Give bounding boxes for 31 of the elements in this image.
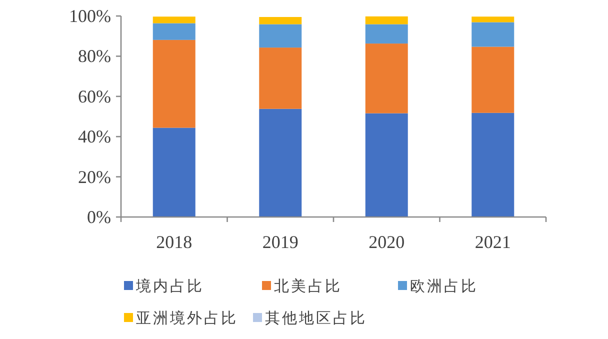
bar xyxy=(365,16,408,24)
bar xyxy=(365,24,408,44)
legend-label: 北美占比 xyxy=(274,278,342,295)
bar xyxy=(365,113,408,217)
bar xyxy=(259,17,302,24)
y-tick-label: 40% xyxy=(78,126,111,147)
bar xyxy=(152,40,196,128)
bar xyxy=(259,108,302,217)
bar xyxy=(472,46,514,113)
bar xyxy=(472,112,514,217)
bar xyxy=(152,16,196,24)
y-tick-label: 20% xyxy=(78,166,111,187)
bar xyxy=(472,22,514,47)
y-tick-label: 80% xyxy=(78,46,111,66)
x-tick-label: 2019 xyxy=(262,232,298,252)
y-tick-label: 0% xyxy=(87,207,111,227)
y-tick-label: 100% xyxy=(69,6,111,26)
y-tick-label: 60% xyxy=(78,86,111,106)
bar xyxy=(472,16,514,22)
legend-label: 其他地区占比 xyxy=(265,310,367,327)
x-tick-label: 2021 xyxy=(474,232,511,252)
legend-label: 欧洲占比 xyxy=(410,278,478,295)
bar xyxy=(365,44,408,114)
x-tick-label: 2018 xyxy=(156,232,192,252)
bar xyxy=(259,24,302,48)
x-tick-label: 2020 xyxy=(368,232,405,252)
bar xyxy=(259,48,302,109)
legend-label: 亚洲境外占比 xyxy=(136,310,238,327)
legend-label: 境内占比 xyxy=(135,278,204,295)
bar xyxy=(152,23,196,40)
bar xyxy=(152,128,196,217)
